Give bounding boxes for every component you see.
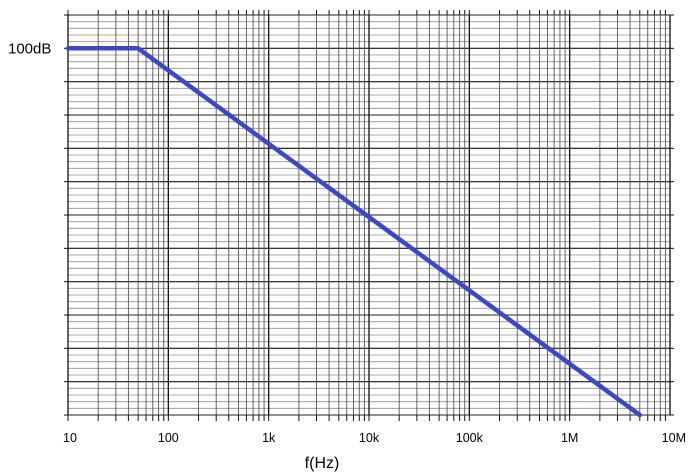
series-layer	[65, 46, 643, 418]
y-tick-label: 100dB	[8, 40, 51, 57]
series-line-0	[65, 46, 643, 418]
x-tick-label: 10k	[359, 431, 380, 445]
x-tick-label: 1k	[262, 431, 276, 445]
x-tick-label: 10M	[662, 431, 686, 445]
x-tick-label: 100	[158, 431, 179, 445]
x-tick-label: 1M	[561, 431, 578, 445]
x-tick-label: 100k	[456, 431, 484, 445]
tick-labels: 10 100 1k 10k 100k 1M 10M 100dB	[8, 40, 686, 445]
tick-marks	[64, 10, 674, 421]
x-tick-label: 10	[63, 431, 77, 445]
x-axis-label: f(Hz)	[305, 455, 340, 472]
